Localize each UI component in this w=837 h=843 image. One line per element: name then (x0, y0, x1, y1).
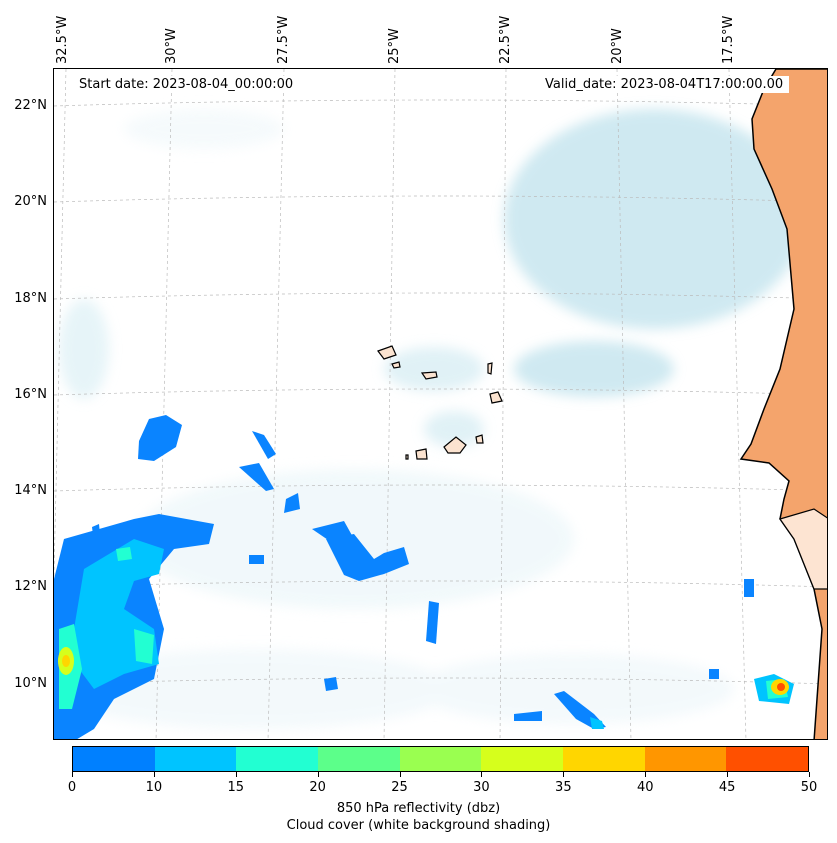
colorbar-tick-label: 20 (309, 780, 326, 795)
africa-landmass (739, 69, 827, 739)
lat-label-14n: 14°N (14, 483, 47, 498)
lat-label-12n: 12°N (14, 579, 47, 594)
colorbar-segment (73, 747, 155, 771)
colorbar-sublabel: Cloud cover (white background shading) (286, 818, 551, 833)
colorbar-segment (563, 747, 645, 771)
colorbar-segment (154, 747, 237, 771)
lon-label-17-5w: 17.5°W (721, 15, 736, 64)
colorbar-tick (235, 772, 237, 777)
colorbar-segment (644, 747, 727, 771)
colorbar-tick-label: 35 (555, 780, 572, 795)
lon-label-30w: 30°W (164, 28, 179, 64)
lon-label-25w: 25°W (387, 28, 402, 64)
graticule (54, 69, 827, 739)
lat-label-10n: 10°N (14, 676, 47, 691)
colorbar-tick-label: 30 (473, 780, 490, 795)
colorbar-tick-label: 50 (800, 780, 818, 795)
colorbar-tick-label: 0 (67, 780, 77, 795)
senegal-coast-lowland (779, 508, 827, 590)
colorbar-tick (481, 772, 483, 777)
colorbar-segment (726, 747, 809, 771)
map-canvas (54, 69, 827, 739)
start-date-label: Start date: 2023-08-04_00:00:00 (73, 76, 300, 93)
colorbar-tick-label: 45 (718, 780, 736, 795)
lat-label-22n: 22°N (14, 98, 47, 113)
lon-label-27-5w: 27.5°W (276, 15, 291, 64)
lon-label-22-5w: 22.5°W (498, 15, 513, 64)
lon-label-20w: 20°W (610, 28, 625, 64)
reflectivity-peak (58, 647, 789, 695)
colorbar-tick-label: 25 (391, 780, 408, 795)
colorbar (72, 746, 809, 772)
lat-label-20n: 20°N (14, 194, 47, 209)
valid-date-label: Valid_date: 2023-08-04T17:00:00.00 (539, 76, 790, 93)
colorbar-tick-label: 10 (145, 780, 163, 795)
lat-label-16n: 16°N (14, 387, 47, 402)
lat-label-18n: 18°N (14, 291, 47, 306)
lon-label-32-5w: 32.5°W (55, 15, 70, 64)
colorbar-tick (317, 772, 319, 777)
colorbar-tick (399, 772, 401, 777)
colorbar-tick (727, 772, 729, 777)
colorbar-tick (72, 772, 73, 777)
colorbar-segment (399, 747, 482, 771)
colorbar-segment (481, 747, 564, 771)
colorbar-tick (153, 772, 155, 777)
map-panel (53, 68, 828, 740)
colorbar-label: 850 hPa reflectivity (dbz) (336, 801, 501, 816)
colorbar-tick (563, 772, 565, 777)
colorbar-segment (236, 747, 319, 771)
colorbar-segment (318, 747, 400, 771)
colorbar-tick (645, 772, 647, 777)
colorbar-tick (809, 772, 810, 777)
cape-verde-islands (377, 345, 503, 460)
colorbar-tick-label: 40 (636, 780, 654, 795)
colorbar-tick-label: 15 (227, 780, 245, 795)
